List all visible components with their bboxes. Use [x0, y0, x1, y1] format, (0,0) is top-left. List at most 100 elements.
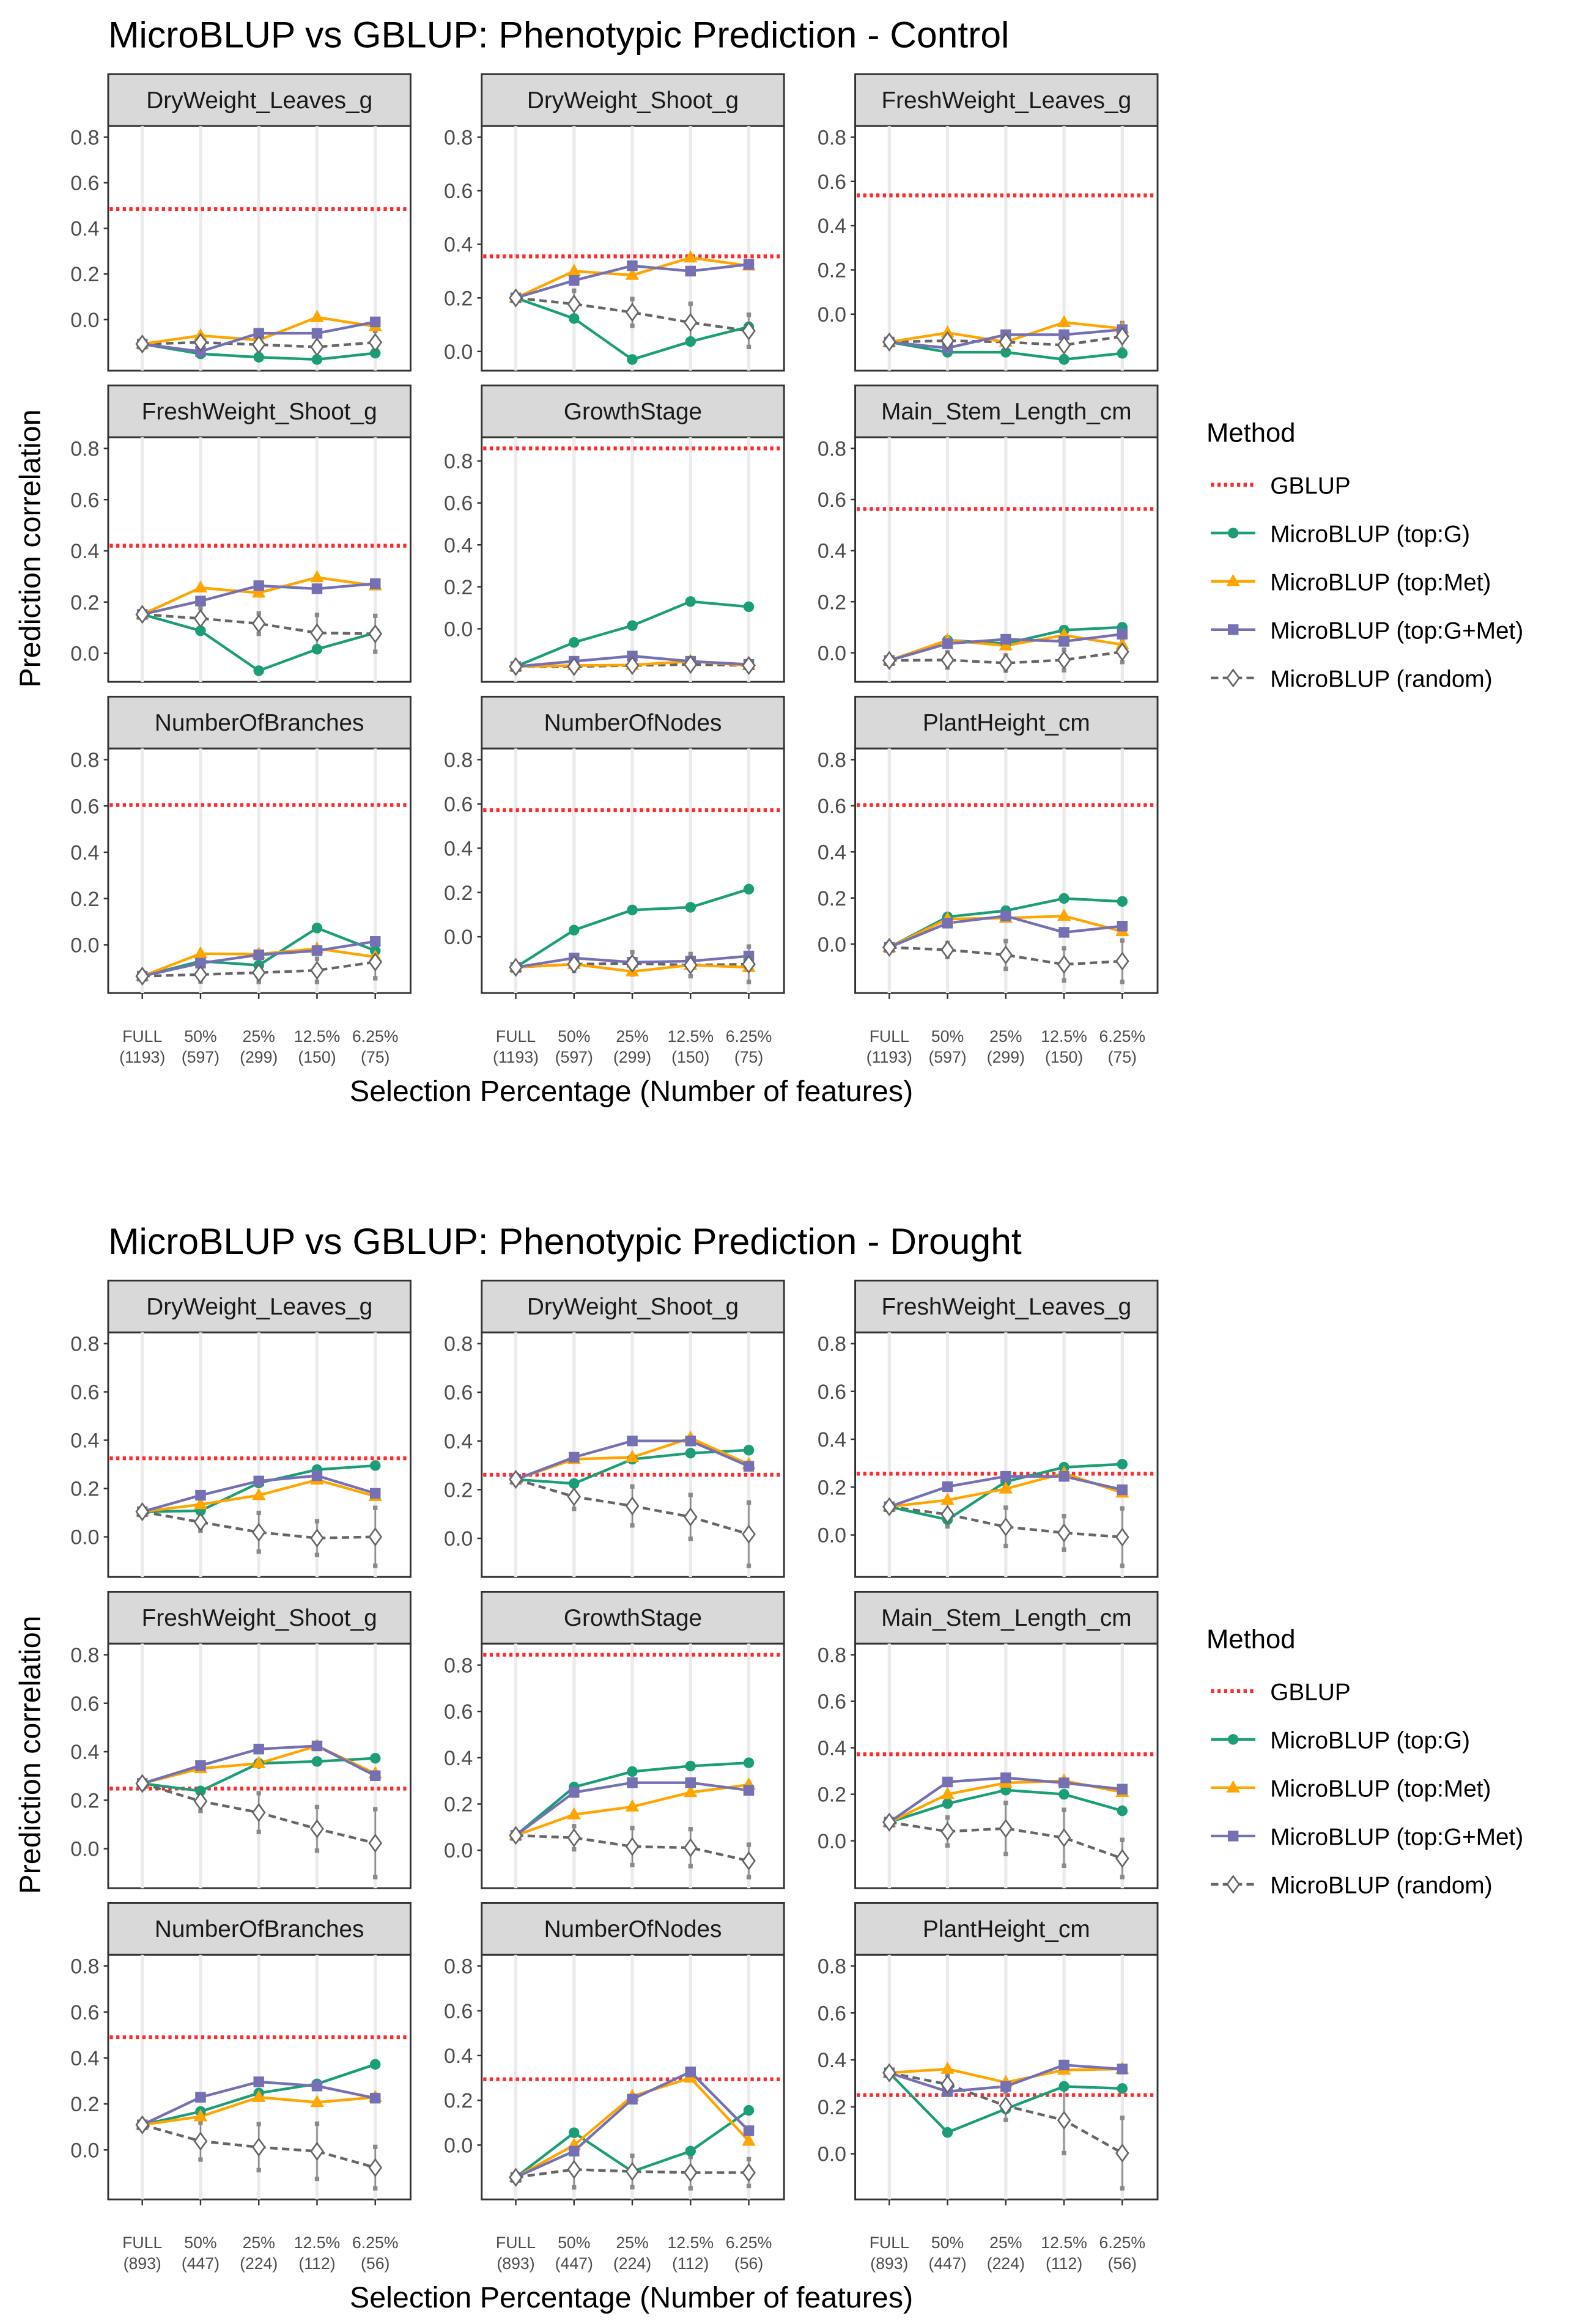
error-bar-cap [746, 1875, 752, 1879]
point-gmet [253, 2076, 264, 2087]
y-tick-label: 0.2 [818, 1476, 846, 1499]
point-gmet [569, 275, 580, 286]
y-tick-label: 0.4 [70, 841, 99, 865]
y-tick-label: 0.0 [70, 309, 99, 332]
error-bar-cap [256, 1549, 261, 1554]
legend-label: GBLUP [1270, 473, 1350, 499]
point-g [569, 1478, 580, 1489]
y-tick-label: 0.2 [818, 591, 846, 614]
point-gmet [1117, 2064, 1128, 2075]
point-met [1057, 315, 1071, 327]
error-bar-cap [688, 1864, 693, 1868]
point-random [683, 955, 698, 975]
y-tick-label: 0.8 [444, 1333, 473, 1356]
point-random [683, 312, 698, 333]
x-axis-title: Selection Percentage (Number of features… [350, 1075, 913, 1108]
error-bar-cap [256, 1791, 261, 1796]
point-gmet [369, 935, 381, 947]
error-bar-cap [1120, 1563, 1125, 1568]
x-tick-count: (56) [734, 2254, 763, 2273]
point-random [368, 952, 383, 972]
point-gmet [195, 1489, 206, 1501]
point-random [509, 1470, 523, 1489]
y-tick-label: 0.6 [70, 172, 99, 195]
point-random [1057, 335, 1071, 355]
error-bar-cap [1003, 1801, 1008, 1806]
error-bar-cap [256, 2122, 261, 2127]
error-bar-cap [1003, 1505, 1008, 1510]
error-bar-cap [314, 1519, 320, 1524]
facet-panel: FreshWeight_Shoot_g 0.0 0.2 0.4 0.6 0.8 [70, 384, 412, 683]
y-tick-label: 0.8 [818, 1955, 846, 1979]
point-random [193, 965, 208, 984]
facet-panel: NumberOfNodes 0.0 0.2 0.4 0.6 0.8 FULL (893) 50%… [444, 1902, 785, 2273]
legend-item: MicroBLUP (top:G) [1211, 521, 1470, 547]
point-random [1057, 954, 1071, 974]
point-random [135, 1774, 150, 1793]
point-gmet [685, 2066, 696, 2078]
point-g [569, 313, 580, 324]
y-tick-label: 0.4 [818, 1737, 846, 1760]
x-tick-count: (112) [1046, 2254, 1082, 2273]
point-random [999, 1517, 1013, 1536]
series-line-random [889, 650, 1123, 665]
y-tick-label: 0.2 [70, 1478, 99, 1501]
error-bar-cap [945, 1843, 950, 1848]
point-met [1057, 909, 1071, 921]
point-random [1115, 642, 1129, 662]
facet-strip [854, 384, 1159, 438]
series-line-random [142, 613, 375, 635]
error-bar-cap [314, 1804, 320, 1810]
point-gmet [369, 1770, 381, 1782]
error-bar-cap [1003, 1543, 1008, 1549]
point-random [310, 337, 324, 357]
x-tick-label: 12.5% [667, 2234, 714, 2252]
point-gmet [1117, 1484, 1128, 1496]
series-line-random [889, 946, 1123, 966]
x-tick-count: (224) [987, 2254, 1025, 2273]
point-random [193, 1512, 208, 1532]
point-met [193, 946, 208, 959]
legend-key-marker [1227, 624, 1239, 635]
point-g [311, 354, 323, 365]
error-bar-cap [630, 950, 635, 955]
facet-strip [107, 73, 412, 127]
error-bar-cap [373, 976, 378, 981]
point-gmet [369, 2092, 381, 2104]
legend: Method GBLUP MicroBLUP (top:G) MicroBLUP (t… [1206, 418, 1523, 692]
x-tick-label: 25% [989, 2234, 1022, 2252]
point-gmet [1000, 2081, 1011, 2092]
point-random [882, 1497, 896, 1516]
x-tick-count: (893) [497, 2254, 534, 2273]
x-tick-label: 50% [184, 1027, 216, 1046]
error-bar-cap [314, 956, 320, 961]
point-gmet [569, 1452, 580, 1463]
point-gmet [685, 265, 696, 277]
point-gmet [1000, 1772, 1011, 1784]
x-tick-count: (75) [734, 1048, 763, 1066]
facet-strip [107, 1279, 412, 1334]
error-bar-cap [1003, 2089, 1008, 2094]
error-bar-cap [688, 973, 693, 979]
point-g [569, 636, 580, 648]
point-random [742, 954, 756, 974]
facet-strip [854, 1279, 1159, 1334]
error-bar-cap [945, 1524, 950, 1529]
point-random [625, 303, 640, 322]
point-random [567, 657, 582, 676]
point-met [193, 2109, 208, 2122]
point-gmet [743, 1785, 755, 1796]
x-tick-label: 12.5% [294, 2234, 341, 2252]
facet-label: FreshWeight_Shoot_g [142, 399, 377, 425]
point-random [1057, 2111, 1071, 2130]
y-tick-label: 0.2 [818, 2096, 846, 2119]
x-tick-label: 6.25% [352, 1027, 399, 1046]
legend-label: MicroBLUP (top:G+Met) [1270, 618, 1523, 644]
point-g [942, 2127, 953, 2138]
x-tick-count: (447) [182, 2254, 220, 2273]
point-random [625, 1837, 640, 1856]
facet-label: PlantHeight_cm [923, 1916, 1090, 1942]
point-random [940, 331, 955, 350]
legend-label: MicroBLUP (top:Met) [1270, 1776, 1491, 1802]
